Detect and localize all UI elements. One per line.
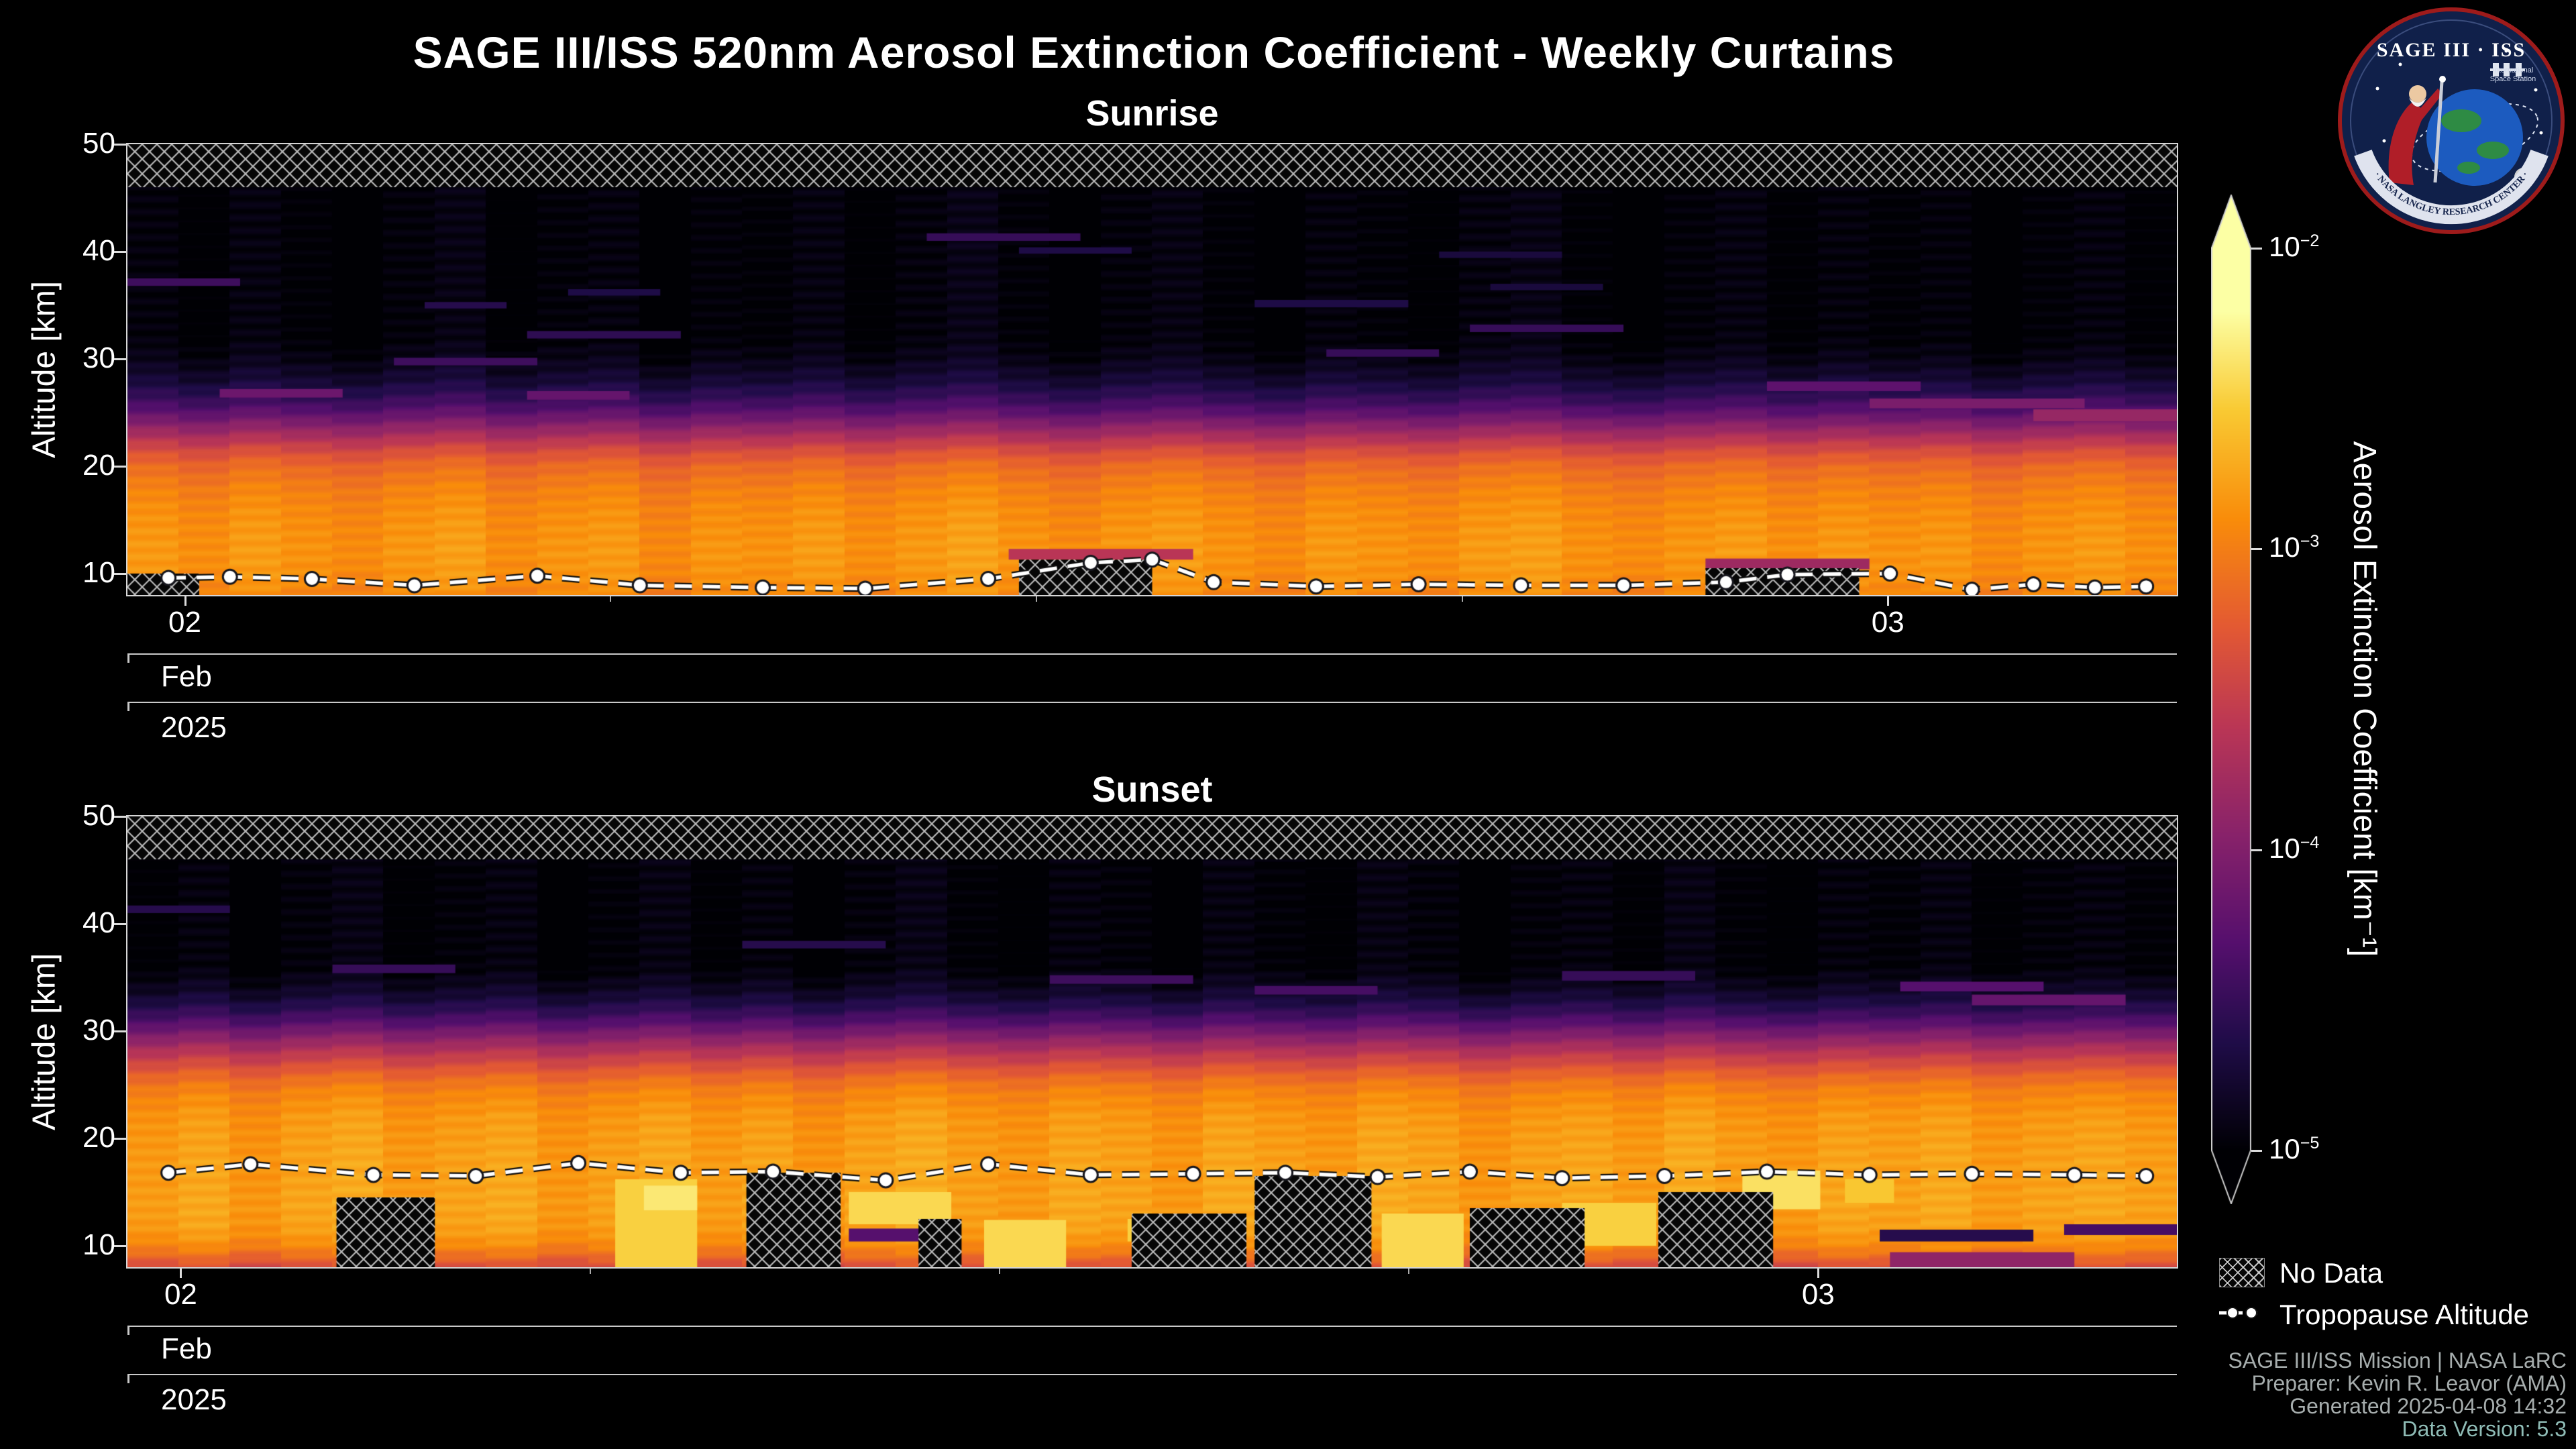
- colorbar-tick-mark: [2251, 849, 2262, 851]
- colorbar-tick-mark: [2251, 1150, 2262, 1152]
- x-tick-label: 03: [1871, 606, 1904, 639]
- year-label-sunset: 2025: [161, 1383, 227, 1416]
- no-data-hatch-icon: [2219, 1258, 2265, 1287]
- logo-title: SAGE III · ISS: [2377, 39, 2526, 61]
- x-tick-mark: [1817, 1269, 1820, 1278]
- wizard-figure: [2388, 76, 2446, 185]
- y-tick-mark: [114, 1245, 126, 1247]
- date-axis-tick: [127, 702, 129, 711]
- x-tick-mark: [184, 596, 186, 606]
- x-minor-tick-mark: [1035, 596, 1037, 602]
- month-label-sunrise: Feb: [161, 660, 212, 693]
- x-minor-tick-mark: [1408, 1269, 1410, 1274]
- page-title: SAGE III/ISS 520nm Aerosol Extinction Co…: [413, 28, 1895, 77]
- sunrise-plot: [126, 143, 2178, 596]
- y-tick-label: 40: [83, 234, 115, 267]
- date-axis-separator: [127, 702, 2177, 703]
- date-axis-tick: [127, 1326, 129, 1335]
- earth-land: [2441, 109, 2509, 174]
- y-tick-label: 30: [83, 341, 115, 374]
- staff: [2433, 81, 2444, 183]
- y-tick-mark: [114, 816, 126, 818]
- attribution-data-version: Data Version: 5.3: [2402, 1417, 2567, 1441]
- stars: [2375, 49, 2543, 143]
- y-tick-mark: [114, 1138, 126, 1140]
- x-tick-label: 02: [168, 606, 201, 639]
- y-tick-label: 20: [83, 449, 115, 482]
- date-axis-separator: [127, 1326, 2177, 1327]
- sunset-heatmap-canvas: [127, 816, 2177, 1267]
- y-tick-mark: [114, 466, 126, 468]
- colorbar-tick-label: 10−5: [2269, 1133, 2320, 1165]
- sunrise-heatmap-canvas: [127, 144, 2177, 595]
- y-tick-label: 10: [83, 556, 115, 589]
- y-tick-mark: [114, 573, 126, 575]
- y-tick-label: 50: [83, 799, 115, 832]
- panel-title-sunrise: Sunrise: [1085, 93, 1219, 133]
- panel-title-sunset: Sunset: [1091, 769, 1213, 810]
- colorbar-tick-mark: [2251, 248, 2262, 250]
- iss-silhouette: [2490, 63, 2525, 76]
- attribution-generated: Generated 2025-04-08 14:32: [2290, 1394, 2567, 1418]
- y-axis-label-sunset: Altitude [km]: [26, 953, 62, 1131]
- month-label-sunset: Feb: [161, 1332, 212, 1365]
- x-minor-tick-mark: [998, 1269, 1000, 1274]
- tropopause-legend-label: Tropopause Altitude: [2279, 1299, 2530, 1330]
- y-tick-mark: [114, 1030, 126, 1032]
- x-tick-mark: [1887, 596, 1890, 606]
- y-tick-label: 20: [83, 1121, 115, 1154]
- y-tick-label: 40: [83, 906, 115, 939]
- colorbar-tick-label: 10−2: [2269, 231, 2320, 262]
- logo-subtitle-line1: International: [2493, 66, 2534, 74]
- mission-patch-logo: · NASA LANGLEY RESEARCH CENTER · SAGE II…: [2338, 7, 2565, 234]
- date-axis-separator: [127, 1374, 2177, 1375]
- attribution-preparer: Preparer: Kevin R. Leavor (AMA): [2251, 1371, 2567, 1395]
- logo-subtitle-line2: Space Station: [2490, 75, 2536, 83]
- x-tick-label: 02: [164, 1278, 197, 1311]
- colorbar-tick-label: 10−3: [2269, 531, 2320, 564]
- y-tick-label: 10: [83, 1228, 115, 1261]
- y-tick-label: 30: [83, 1014, 115, 1046]
- x-tick-label: 03: [1801, 1278, 1835, 1311]
- y-tick-mark: [114, 923, 126, 925]
- y-tick-label: 50: [83, 127, 115, 160]
- x-minor-tick-mark: [1461, 596, 1463, 602]
- colorbar-gradient: [2211, 195, 2251, 1204]
- sunset-plot: [126, 815, 2178, 1269]
- date-axis-tick: [127, 653, 129, 663]
- date-axis-separator: [127, 653, 2177, 655]
- tropopause-line-icon: [2219, 1307, 2263, 1319]
- y-tick-mark: [114, 358, 126, 360]
- x-minor-tick-mark: [589, 1269, 591, 1274]
- colorbar-tick-label: 10−4: [2269, 832, 2320, 864]
- colorbar-label: Aerosol Extinction Coefficient [km⁻¹]: [2347, 441, 2382, 957]
- y-tick-mark: [114, 144, 126, 146]
- x-tick-mark: [180, 1269, 182, 1278]
- date-axis-tick: [127, 1374, 129, 1383]
- no-data-legend-label: No Data: [2279, 1257, 2383, 1289]
- colorbar-tick-mark: [2251, 548, 2262, 551]
- year-label-sunrise: 2025: [161, 711, 227, 744]
- x-minor-tick-mark: [610, 596, 612, 602]
- y-axis-label-sunrise: Altitude [km]: [26, 280, 62, 459]
- y-tick-mark: [114, 251, 126, 253]
- attribution-mission: SAGE III/ISS Mission | NASA LaRC: [2228, 1348, 2567, 1373]
